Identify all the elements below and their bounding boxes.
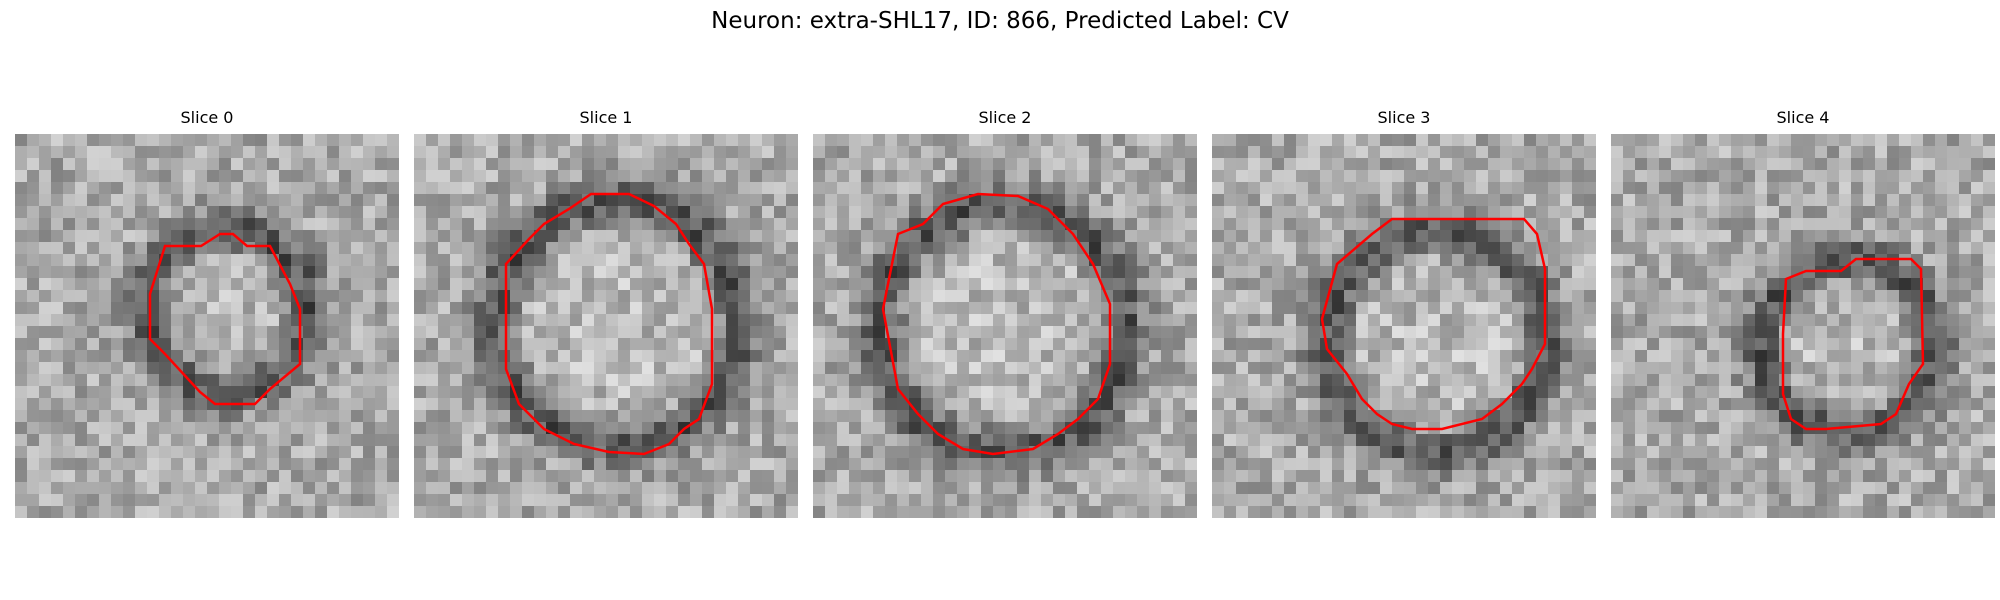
segmentation-contour (881, 192, 1112, 456)
slice-image-svg (1611, 134, 1995, 518)
figure-title: Neuron: extra-SHL17, ID: 866, Predicted … (711, 8, 1289, 34)
slice-panel-4: Slice 4 (1611, 108, 1995, 518)
slice-title: Slice 0 (180, 108, 234, 127)
slice-image (813, 134, 1197, 518)
segmentation-contour (1320, 217, 1547, 431)
segmentation-contour (1781, 257, 1925, 431)
slice-title: Slice 3 (1377, 108, 1431, 127)
slice-image (1212, 134, 1596, 518)
pixel-grid (1212, 134, 1596, 518)
slice-panel-0: Slice 0 (15, 108, 399, 518)
segmentation-contour (148, 232, 302, 406)
pixel-grid (15, 134, 399, 518)
slice-title: Slice 2 (978, 108, 1032, 127)
slice-image-svg (15, 134, 399, 518)
slice-title: Slice 1 (579, 108, 633, 127)
slice-title: Slice 4 (1776, 108, 1830, 127)
slice-image-svg (813, 134, 1197, 518)
slice-panel-3: Slice 3 (1212, 108, 1596, 518)
slice-panel-2: Slice 2 (813, 108, 1197, 518)
slice-image (15, 134, 399, 518)
slice-image (414, 134, 798, 518)
slice-panel-1: Slice 1 (414, 108, 798, 518)
segmentation-contour (504, 192, 714, 456)
slice-image (1611, 134, 1995, 518)
slice-image-svg (1212, 134, 1596, 518)
slice-image-svg (414, 134, 798, 518)
pixel-grid (414, 134, 798, 518)
pixel-grid (1611, 134, 1995, 518)
pixel-grid (813, 134, 1197, 518)
